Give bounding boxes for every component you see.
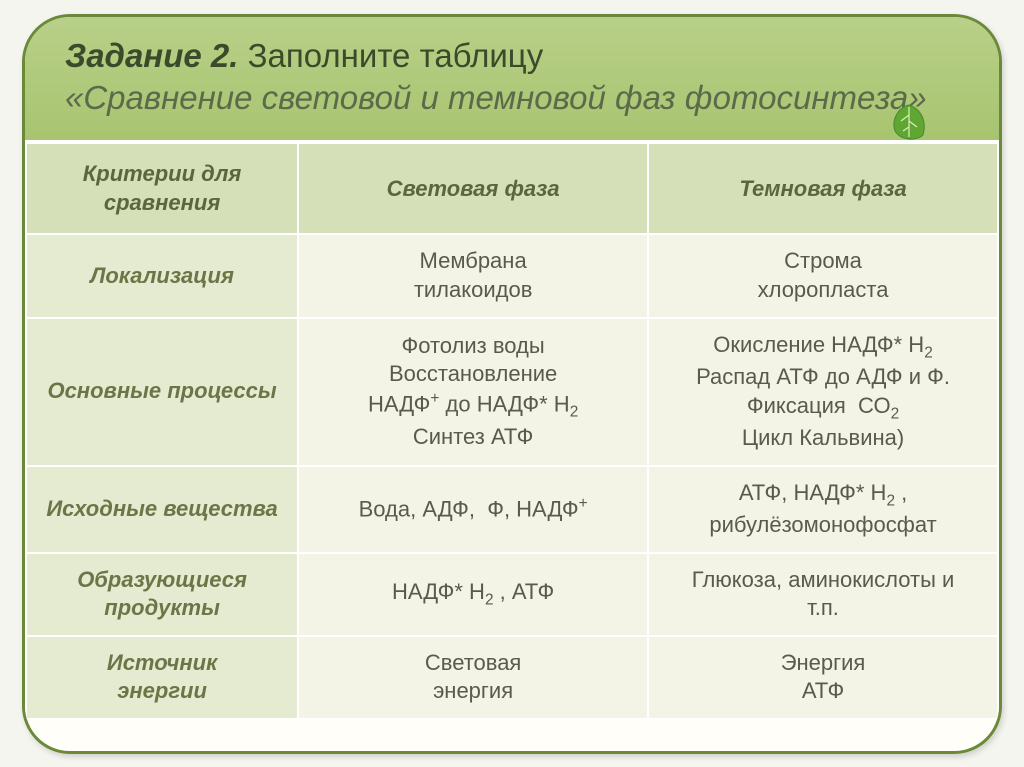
- table-row: Исходные вещества Вода, АДФ, Ф, НАДФ+ АТ…: [26, 466, 998, 553]
- slide-header: Задание 2. Заполните таблицу «Сравнение …: [25, 17, 999, 142]
- row-head-localization: Локализация: [26, 234, 298, 317]
- table-row: Образующиесяпродукты НАДФ* Н2 , АТФ Глюк…: [26, 553, 998, 636]
- cell: НАДФ* Н2 , АТФ: [298, 553, 648, 636]
- slide-card: Задание 2. Заполните таблицу «Сравнение …: [22, 14, 1002, 754]
- comparison-table: Критерии для сравнения Световая фаза Тем…: [25, 142, 999, 720]
- cell: Мембранатилакоидов: [298, 234, 648, 317]
- cell: Глюкоза, аминокислоты ит.п.: [648, 553, 998, 636]
- row-head-processes: Основные процессы: [26, 318, 298, 466]
- table-header-row: Критерии для сравнения Световая фаза Тем…: [26, 143, 998, 234]
- table-row: Основные процессы Фотолиз водыВосстановл…: [26, 318, 998, 466]
- cell: Фотолиз водыВосстановлениеНАДФ+ до НАДФ*…: [298, 318, 648, 466]
- cell: Окисление НАДФ* Н2Распад АТФ до АДФ и Ф.…: [648, 318, 998, 466]
- title-line: Задание 2. Заполните таблицу: [65, 37, 959, 75]
- row-head-energy: Источникэнергии: [26, 636, 298, 719]
- col-header-criteria: Критерии для сравнения: [26, 143, 298, 234]
- cell: Стромахлоропласта: [648, 234, 998, 317]
- cell: ЭнергияАТФ: [648, 636, 998, 719]
- title-rest: Заполните таблицу: [238, 37, 543, 74]
- col-header-dark: Темновая фаза: [648, 143, 998, 234]
- cell: АТФ, НАДФ* Н2 ,рибулёзомонофосфат: [648, 466, 998, 553]
- cell: Вода, АДФ, Ф, НАДФ+: [298, 466, 648, 553]
- col-header-light: Световая фаза: [298, 143, 648, 234]
- row-head-products: Образующиесяпродукты: [26, 553, 298, 636]
- cell: Световаяэнергия: [298, 636, 648, 719]
- row-head-inputs: Исходные вещества: [26, 466, 298, 553]
- leaf-icon: [887, 101, 931, 145]
- title-bold: Задание 2.: [65, 37, 238, 74]
- table-row: Источникэнергии Световаяэнергия ЭнергияА…: [26, 636, 998, 719]
- table-row: Локализация Мембранатилакоидов Стромахло…: [26, 234, 998, 317]
- subtitle: «Сравнение световой и темновой фаз фотос…: [65, 77, 959, 118]
